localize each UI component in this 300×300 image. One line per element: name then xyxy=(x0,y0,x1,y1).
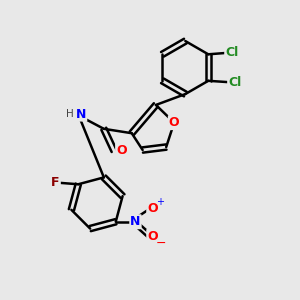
Text: F: F xyxy=(51,176,60,189)
Text: N: N xyxy=(76,108,86,121)
Text: N: N xyxy=(130,215,141,228)
Text: O: O xyxy=(169,116,179,129)
Text: Cl: Cl xyxy=(228,76,242,89)
Text: −: − xyxy=(156,236,166,249)
Text: O: O xyxy=(147,202,158,215)
Text: +: + xyxy=(157,197,164,207)
Text: O: O xyxy=(147,230,158,243)
Text: O: O xyxy=(116,144,127,158)
Text: H: H xyxy=(66,109,74,119)
Text: Cl: Cl xyxy=(225,46,239,59)
